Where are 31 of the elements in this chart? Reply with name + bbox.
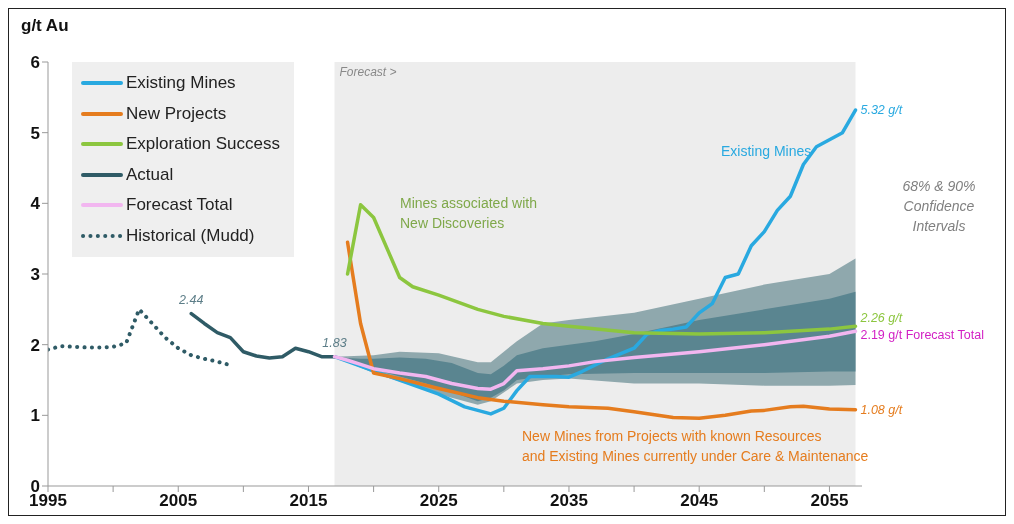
legend-label: Forecast Total [126,195,233,216]
x-tick-label: 2025 [419,491,458,511]
y-tick-label: 3 [30,265,40,285]
annotation: Existing Mines [721,143,812,159]
legend-label: Actual [126,164,174,185]
annotation: 1.08 g/t [860,402,903,417]
line-series [345,240,858,420]
legend-label: Exploration Success [126,134,281,155]
y-tick-label: 2 [30,335,40,355]
legend-label: New Projects [126,103,227,124]
y-tick-label: 6 [30,53,40,73]
annotation: New Mines from Projects with known Resources and Existing Mines currently under Care & Maintenance [522,428,869,464]
annotation: 2.26 g/t [859,311,903,326]
legend-label: Historical (Mudd) [126,225,255,246]
y-tick-label: 1 [30,406,40,426]
annotation: Mines associated with New Discoveries [400,195,537,231]
annotation: 1.83 [322,335,347,350]
band-label: Forecast > [339,64,397,79]
y-tick-label: 4 [30,194,41,214]
legend-label: Existing Mines [126,73,236,94]
annotation: 2.19 g/t Forecast Total [860,328,984,343]
y-axis-title: g/t Au [21,16,69,35]
annotation: 2.44 [178,292,204,307]
annotation: 5.32 g/t [860,103,903,118]
y-tick-label: 5 [30,123,40,143]
x-tick-label: 2035 [550,491,588,511]
text: 68% & 90% Confidence Intervals [902,178,976,234]
x-tick-label: 2045 [680,491,719,511]
x-tick-label: 2005 [159,491,198,511]
x-tick-label: 2055 [810,491,849,511]
x-tick-label: 2015 [289,491,328,511]
